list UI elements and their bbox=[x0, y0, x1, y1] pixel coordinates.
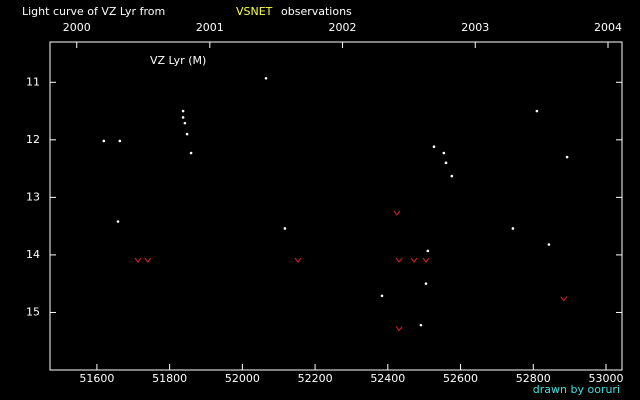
upper-limit-mark bbox=[134, 257, 142, 263]
x2-tick-label: 2001 bbox=[196, 21, 224, 34]
x2-tick-label: 2002 bbox=[329, 21, 357, 34]
x-tick-label: 51600 bbox=[79, 372, 114, 385]
observation-point bbox=[264, 76, 268, 80]
observation-point bbox=[535, 109, 539, 113]
observation-point bbox=[181, 109, 185, 113]
upper-limit-mark bbox=[144, 257, 152, 263]
observation-point bbox=[102, 139, 106, 143]
credit: drawn by ooruri bbox=[533, 383, 620, 396]
upper-limit-mark bbox=[393, 210, 401, 216]
observation-point bbox=[419, 323, 423, 327]
y-tick-label: 14 bbox=[26, 248, 40, 261]
observation-point bbox=[118, 139, 122, 143]
observation-point bbox=[116, 220, 120, 223]
observation-point bbox=[283, 227, 287, 230]
observation-point bbox=[565, 155, 569, 159]
observation-point bbox=[432, 145, 436, 149]
y-tick-label: 11 bbox=[26, 75, 40, 88]
x-tick-label: 52600 bbox=[443, 372, 478, 385]
upper-limit-mark bbox=[410, 257, 418, 263]
observation-point bbox=[426, 249, 430, 253]
star-label: VZ Lyr (M) bbox=[150, 54, 206, 67]
title-part: VSNET bbox=[236, 5, 273, 18]
y-tick-label: 15 bbox=[26, 305, 40, 318]
observation-point bbox=[450, 174, 454, 178]
title-part: Light curve of VZ Lyr from bbox=[22, 5, 165, 18]
observation-point bbox=[444, 161, 448, 165]
x-tick-label: 51800 bbox=[152, 372, 187, 385]
x-tick-label: 52000 bbox=[225, 372, 260, 385]
y-tick-label: 12 bbox=[26, 133, 40, 146]
observation-point bbox=[183, 121, 187, 125]
plot-frame bbox=[49, 41, 623, 371]
upper-limit-mark bbox=[395, 257, 403, 263]
x2-tick-label: 2004 bbox=[594, 21, 622, 34]
observation-point bbox=[424, 282, 428, 285]
x-tick-label: 52400 bbox=[370, 372, 405, 385]
observation-point bbox=[181, 116, 185, 119]
x-tick-label: 52800 bbox=[516, 372, 551, 385]
upper-limit-mark bbox=[294, 257, 302, 263]
observation-point bbox=[185, 132, 189, 136]
observation-point bbox=[442, 151, 446, 155]
upper-limit-mark bbox=[422, 257, 430, 263]
title-part: observations bbox=[281, 5, 352, 18]
x2-tick-label: 2000 bbox=[63, 21, 91, 34]
x2-tick-label: 2003 bbox=[461, 21, 489, 34]
observation-point bbox=[511, 227, 515, 230]
upper-limit-mark bbox=[560, 296, 568, 302]
y-tick-label: 13 bbox=[26, 190, 40, 203]
upper-limit-mark bbox=[395, 326, 403, 332]
x-tick-label: 52200 bbox=[298, 372, 333, 385]
observation-point bbox=[380, 294, 384, 298]
x-tick-label: 53000 bbox=[589, 372, 624, 385]
observation-point bbox=[547, 243, 551, 246]
observation-point bbox=[189, 151, 193, 155]
